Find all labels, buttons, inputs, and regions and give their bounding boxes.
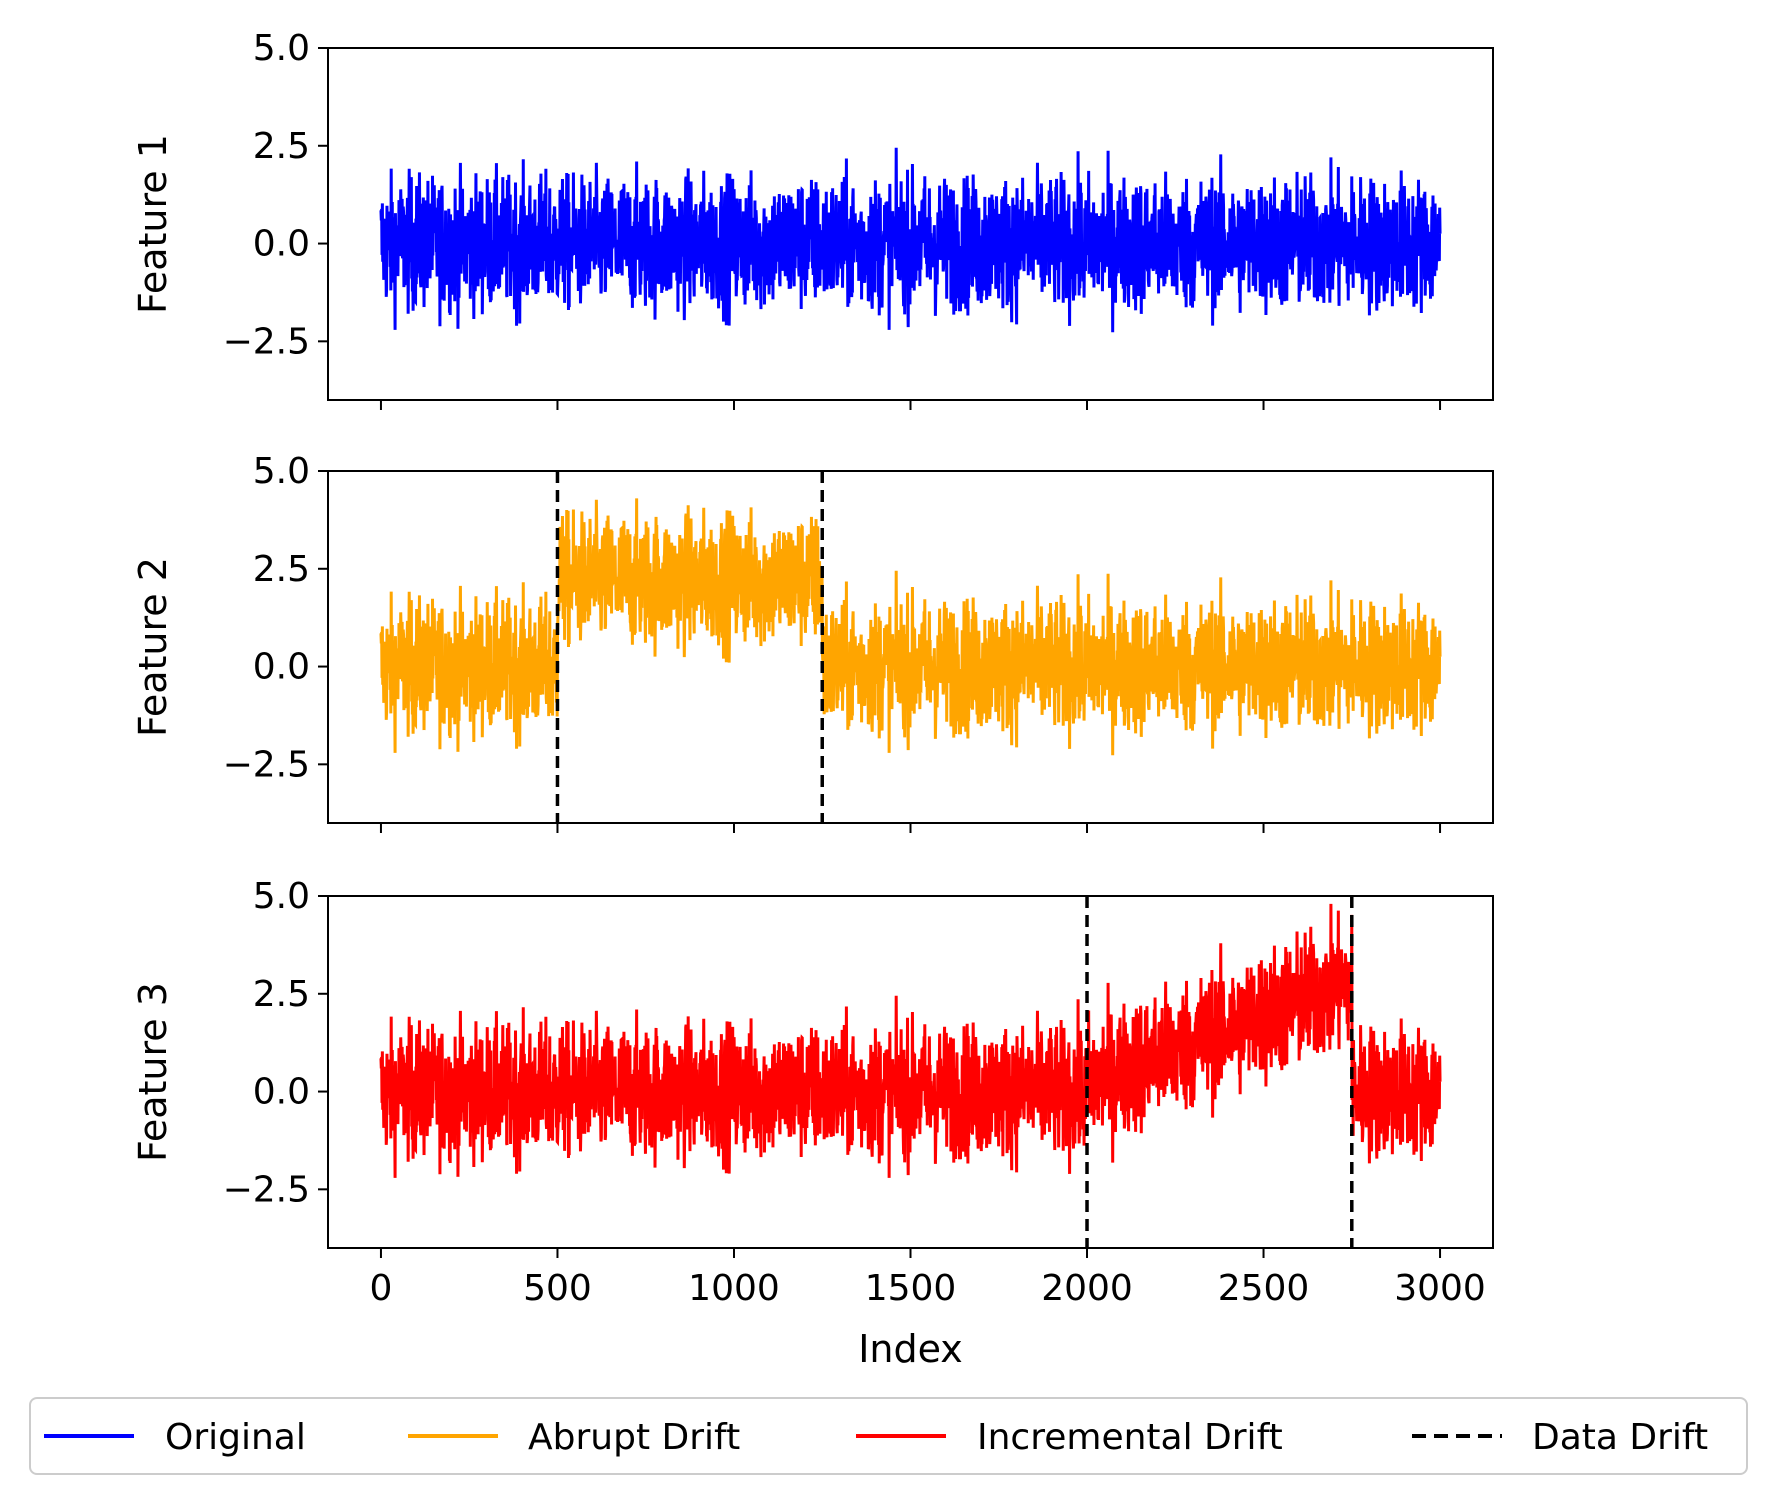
subplot-1: −2.5 0.0 2.5 5.0 Feature 1 (131, 28, 1494, 410)
subplots: −2.5 0.0 2.5 5.0 Feature 1 −2.5 0.0 2.5 5.0 Featu… (131, 28, 1494, 1258)
legend: Original Abrupt Drift Incremental Drift Dat… (29, 1397, 1748, 1475)
y-tick-label: 0.0 (253, 224, 310, 265)
y-axis-label: Feature 2 (131, 557, 175, 737)
legend-label: Abrupt Drift (528, 1417, 740, 1458)
y-tick-label: 0.0 (253, 1072, 310, 1113)
y-tick-label: 2.5 (253, 126, 310, 167)
legend-label: Original (165, 1417, 306, 1458)
x-axis-label: Index (858, 1327, 963, 1371)
y-tick-label: 5.0 (253, 28, 310, 69)
legend-item-incremental-drift: Incremental Drift (856, 1417, 1283, 1458)
y-tick-label: 2.5 (253, 549, 310, 590)
y-tick-label: 5.0 (253, 876, 310, 917)
y-tick-label: −2.5 (223, 321, 310, 362)
subplot-2: −2.5 0.0 2.5 5.0 Feature 2 (131, 451, 1494, 833)
y-tick-label: 5.0 (253, 451, 310, 492)
legend-item-original: Original (44, 1417, 306, 1458)
legend-item-data-drift: Data Drift (1412, 1417, 1708, 1458)
y-tick-label: 0.0 (253, 647, 310, 688)
y-tick-label: −2.5 (223, 744, 310, 785)
series-line-original (379, 147, 1442, 333)
x-tick-label: 1000 (688, 1268, 780, 1309)
x-axis: 0 500 1000 1500 2000 2500 3000 Index (370, 1268, 1486, 1371)
legend-label: Incremental Drift (977, 1417, 1283, 1458)
x-tick-label: 0 (370, 1268, 393, 1309)
subplot-3: −2.5 0.0 2.5 5.0 Feature 3 (131, 876, 1494, 1258)
x-tick-label: 3000 (1394, 1268, 1486, 1309)
x-tick-label: 2500 (1218, 1268, 1310, 1309)
x-tick-label: 500 (523, 1268, 592, 1309)
y-tick-label: 2.5 (253, 974, 310, 1015)
legend-item-abrupt-drift: Abrupt Drift (408, 1417, 740, 1458)
y-axis-label: Feature 1 (131, 134, 175, 314)
series-line-incremental-drift (379, 903, 1442, 1178)
legend-label: Data Drift (1532, 1417, 1708, 1458)
y-tick-label: −2.5 (223, 1169, 310, 1210)
y-axis-label: Feature 3 (131, 982, 175, 1162)
x-tick-label: 1500 (865, 1268, 957, 1309)
x-tick-label: 2000 (1041, 1268, 1133, 1309)
